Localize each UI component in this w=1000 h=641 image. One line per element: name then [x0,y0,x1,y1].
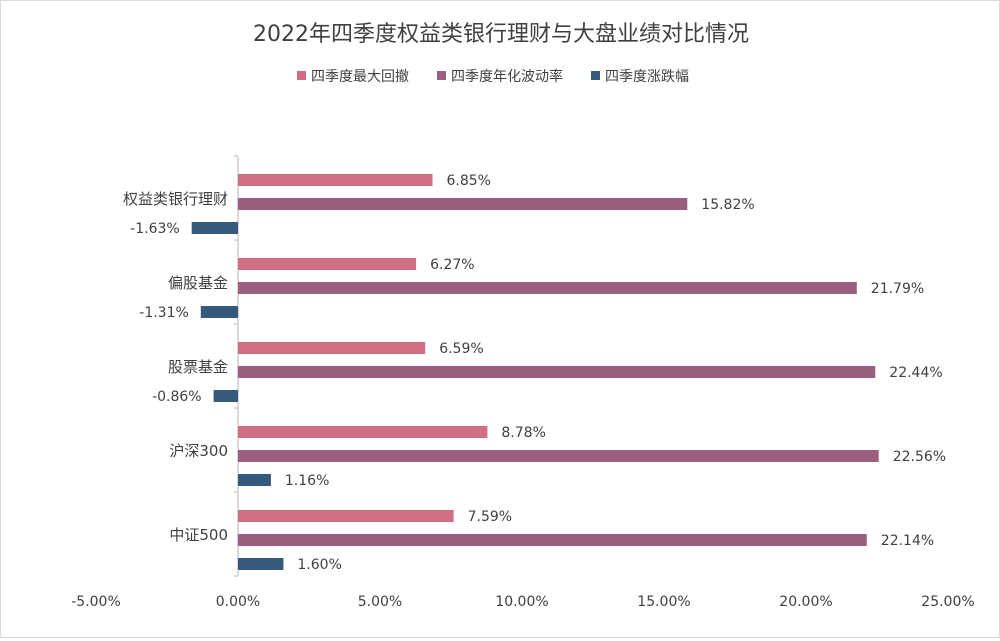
category-group: 6.27% 21.79% -1.31% 偏股基金 [139,257,924,321]
data-label-max-drawdown: 6.27% [430,257,474,273]
bar-max-drawdown [238,174,433,186]
bar-max-drawdown [238,342,426,354]
legend-swatch-volatility [437,71,446,80]
category-label: 权益类银行理财 [123,190,228,208]
bar-volatility [238,282,857,294]
bar-max-drawdown [238,258,417,270]
bar-return [213,390,238,402]
data-label-max-drawdown: 7.59% [468,509,512,525]
legend-swatch-return [591,71,600,80]
plot-area: 6.85% 15.82% -1.63% 权益类银行理财 6.27% 21.79% -1.31… [123,173,946,573]
data-label-max-drawdown: 8.78% [501,425,545,441]
bar-max-drawdown [238,426,488,438]
bar-volatility [238,534,867,546]
data-label-return: -1.31% [139,305,189,321]
data-label-volatility: 22.44% [889,365,942,381]
legend-label-max-drawdown: 四季度最大回撤 [311,69,409,85]
bar-return [200,306,238,318]
data-label-volatility: 15.82% [701,197,754,213]
category-label: 中证500 [169,526,228,544]
x-tick-label: 20.00% [779,594,832,610]
data-label-return: 1.16% [285,473,329,489]
chart-title: 2022年四季度权益类银行理财与大盘业绩对比情况 [253,22,749,47]
legend-swatch-max-drawdown [297,71,306,80]
data-label-max-drawdown: 6.59% [439,341,483,357]
data-label-volatility: 22.14% [881,533,934,549]
category-group: 6.59% 22.44% -0.86% 股票基金 [152,341,943,405]
legend-label-volatility: 四季度年化波动率 [451,68,563,85]
legend-label-return: 四季度涨跌幅 [605,69,689,85]
category-group: 7.59% 22.14% 1.60% 中证500 [169,509,934,573]
x-tick-label: 25.00% [921,594,974,610]
bar-return [238,558,284,570]
x-tick-label: 5.00% [358,594,402,610]
x-tick-label: -5.00% [71,594,121,610]
x-tick-label: 0.00% [216,594,260,610]
data-label-max-drawdown: 6.85% [447,173,491,189]
bar-volatility [238,366,876,378]
bar-return [238,474,271,486]
chart-legend: 四季度最大回撤 四季度年化波动率 四季度涨跌幅 [297,68,689,85]
category-group: 6.85% 15.82% -1.63% 权益类银行理财 [123,173,755,237]
x-tick-label: 15.00% [637,594,690,610]
data-label-return: -1.63% [130,221,180,237]
y-axis-ticks [234,155,238,577]
bar-return [191,222,238,234]
category-label: 股票基金 [168,358,228,376]
data-label-return: -0.86% [152,389,202,405]
data-label-volatility: 21.79% [871,281,924,297]
category-label: 沪深300 [169,442,228,460]
data-label-volatility: 22.56% [893,449,946,465]
x-tick-label: 10.00% [495,594,548,610]
data-label-return: 1.60% [297,557,341,573]
bar-volatility [238,450,879,462]
category-group: 8.78% 22.56% 1.16% 沪深300 [169,425,946,489]
bar-volatility [238,198,688,210]
category-label: 偏股基金 [168,274,228,292]
x-axis: -5.00% 0.00% 5.00% 10.00% 15.00% 20.00% 25.00% [71,594,974,610]
bar-max-drawdown [238,510,454,522]
